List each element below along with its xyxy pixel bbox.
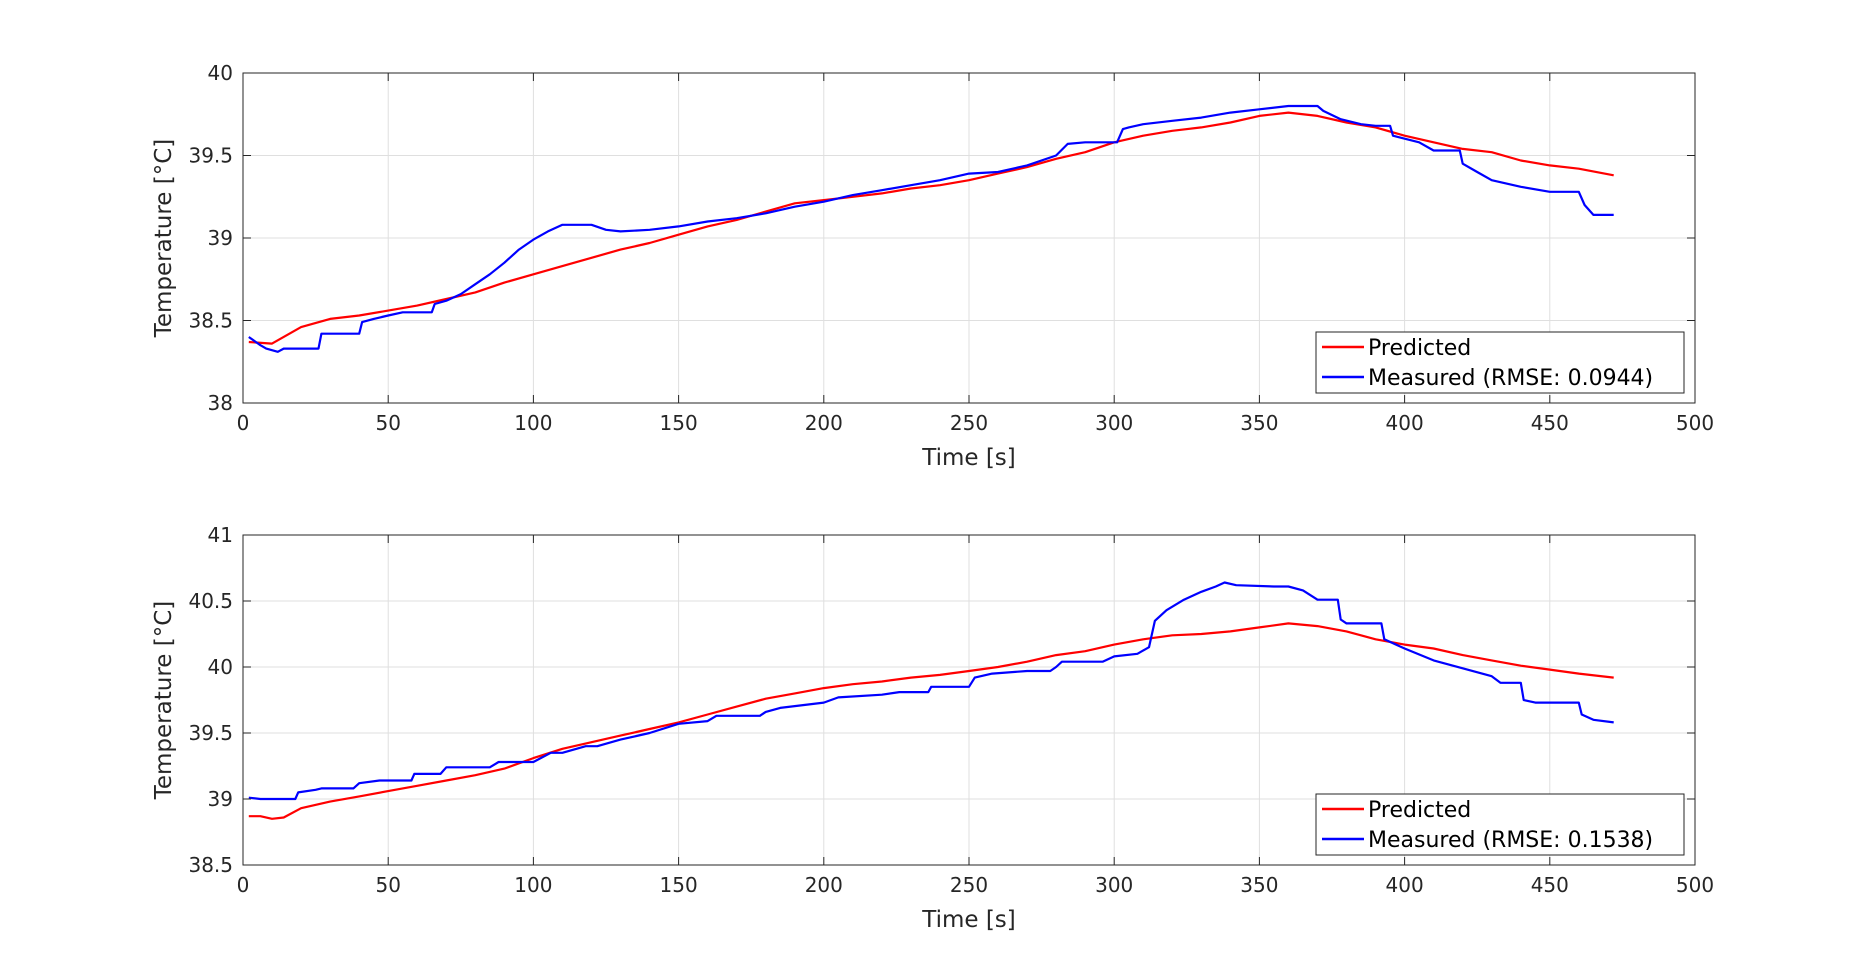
top-plot-x-tick-label: 50 <box>375 411 400 435</box>
top-plot-legend: Predicted Measured (RMSE: 0.0944) <box>1315 331 1685 394</box>
bottom-plot-legend: Predicted Measured (RMSE: 0.1538) <box>1315 793 1685 856</box>
top-plot-y-tick-label: 38.5 <box>188 309 233 333</box>
bottom-plot-y-tick-label: 40 <box>208 655 233 679</box>
bottom-plot-y-axis-label: Temperature [°C] <box>151 601 177 801</box>
bottom-plot-x-tick-label: 50 <box>375 873 400 897</box>
bottom-plot-x-tick-label: 450 <box>1531 873 1569 897</box>
bottom-plot-x-tick-label: 300 <box>1095 873 1133 897</box>
top-plot-legend-label-predicted: Predicted <box>1368 336 1471 361</box>
top-plot-series-measured-line <box>248 104 1614 353</box>
top-plot-x-tick-label: 500 <box>1676 411 1714 435</box>
top-plot-x-tick-label: 300 <box>1095 411 1133 435</box>
top-plot-x-tick-label: 200 <box>805 411 843 435</box>
bottom-plot-y-tick-label: 39 <box>208 787 233 811</box>
bottom-plot-x-tick-label: 350 <box>1240 873 1278 897</box>
top-plot-x-tick-label: 0 <box>237 411 250 435</box>
bottom-plot-x-tick-label: 500 <box>1676 873 1714 897</box>
bottom-plot-y-tick-label: 38.5 <box>188 853 233 877</box>
bottom-plot-x-tick-label: 0 <box>237 873 250 897</box>
bottom-plot-legend-label-measured: Measured (RMSE: 0.1538) <box>1368 828 1653 853</box>
bottom-plot-legend-box <box>1315 793 1685 856</box>
bottom-plot-legend-label-predicted: Predicted <box>1368 798 1471 823</box>
top-plot-legend-label-measured: Measured (RMSE: 0.0944) <box>1368 366 1653 391</box>
top-plot-x-axis-label: Time [s] <box>921 445 1016 471</box>
top-plot-ticks: 0 50 100 150 200 250 300 350 400 450 500 38 38.5 39 39… <box>188 61 1714 435</box>
top-plot-x-tick-label: 250 <box>950 411 988 435</box>
bottom-plot-x-tick-label: 100 <box>514 873 552 897</box>
top-plot-y-tick-label: 39.5 <box>188 144 233 168</box>
bottom-plot-x-tick-label: 250 <box>950 873 988 897</box>
bottom-plot-series <box>248 581 1614 820</box>
bottom-plot-y-tick-label: 39.5 <box>188 721 233 745</box>
top-plot-x-tick-label: 350 <box>1240 411 1278 435</box>
bottom-plot-x-axis-label: Time [s] <box>921 907 1016 933</box>
top-plot-y-axis-label: Temperature [°C] <box>151 139 177 339</box>
bottom-plot-x-tick-label: 150 <box>660 873 698 897</box>
top-plot-y-tick-label: 40 <box>208 61 233 85</box>
bottom-plot-ticks: 0 50 100 150 200 250 300 350 400 450 500 38.5 39 39.5… <box>188 523 1714 897</box>
bottom-plot-x-tick-label: 400 <box>1386 873 1424 897</box>
top-plot-y-tick-label: 39 <box>208 226 233 250</box>
top-plot: 0 50 100 150 200 250 300 350 400 450 500 38 38.5 39 39… <box>151 61 1714 471</box>
top-plot-legend-box <box>1315 331 1685 394</box>
top-plot-x-tick-label: 450 <box>1531 411 1569 435</box>
bottom-plot-series-measured-line <box>248 581 1614 801</box>
top-plot-series <box>248 104 1614 353</box>
top-plot-x-tick-label: 400 <box>1386 411 1424 435</box>
top-plot-x-tick-label: 100 <box>514 411 552 435</box>
bottom-plot-x-tick-label: 200 <box>805 873 843 897</box>
top-plot-x-tick-label: 150 <box>660 411 698 435</box>
top-plot-series-predicted-line <box>248 111 1614 345</box>
top-plot-y-tick-label: 38 <box>208 391 233 415</box>
bottom-plot-y-tick-label: 40.5 <box>188 589 233 613</box>
bottom-plot-series-predicted-line <box>248 622 1614 820</box>
bottom-plot-y-tick-label: 41 <box>208 523 233 547</box>
bottom-plot: 0 50 100 150 200 250 300 350 400 450 500 38.5 39 39.5… <box>151 523 1714 933</box>
